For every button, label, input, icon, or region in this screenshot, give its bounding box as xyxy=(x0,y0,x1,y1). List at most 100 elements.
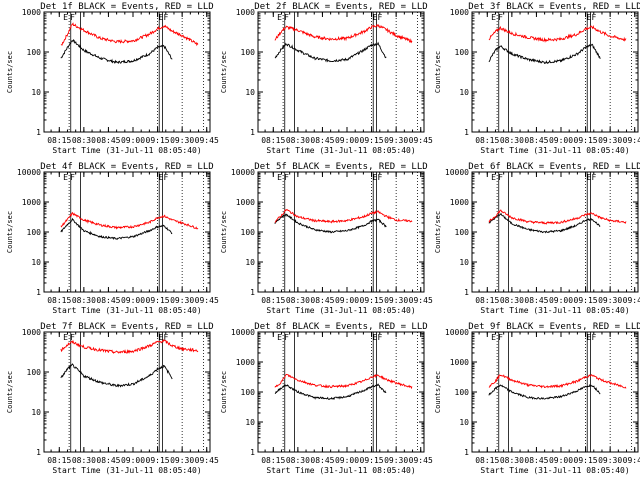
y-tick-label: 10 xyxy=(245,88,255,97)
lld-series-line xyxy=(488,209,627,225)
flag-label: E xyxy=(63,333,68,342)
y-tick-label: 1000 xyxy=(236,198,255,207)
y-tick-label: 1000 xyxy=(450,358,469,367)
x-tick-label: 09:45 xyxy=(623,456,640,465)
y-axis-label: Counts/sec xyxy=(434,371,442,413)
y-axis-label: Counts/sec xyxy=(220,51,228,93)
flag-label: F xyxy=(498,173,503,182)
plot-frame xyxy=(43,11,211,133)
y-tick-label: 10 xyxy=(31,408,41,417)
x-tick-label: 09:15 xyxy=(360,456,384,465)
x-tick-label: 08:45 xyxy=(524,456,548,465)
flag-label: F xyxy=(163,173,168,182)
flag-label: F xyxy=(163,333,168,342)
x-tick-label: 09:00 xyxy=(121,296,145,305)
x-tick-label: 09:00 xyxy=(121,136,145,145)
y-tick-label: 1000 xyxy=(236,8,255,17)
x-axis-label: Start Time (31-Jul-11 08:05:40) xyxy=(266,146,415,155)
events-series-line xyxy=(488,43,601,65)
x-tick-label: 09:45 xyxy=(409,456,433,465)
flag-label: F xyxy=(70,173,75,182)
flag-label: F xyxy=(284,173,289,182)
x-tick-label: 09:30 xyxy=(170,296,194,305)
x-tick-label: 08:15 xyxy=(47,296,71,305)
x-axis-label: Start Time (31-Jul-11 08:05:40) xyxy=(480,146,629,155)
x-tick-label: 09:30 xyxy=(170,136,194,145)
x-tick-label: 09:30 xyxy=(598,136,622,145)
flag-label: E xyxy=(491,13,496,22)
flag-label: F xyxy=(284,333,289,342)
x-tick-label: 08:30 xyxy=(286,296,310,305)
flag-label: F xyxy=(498,13,503,22)
y-tick-label: 10000 xyxy=(231,328,255,337)
x-tick-label: 08:30 xyxy=(72,456,96,465)
y-tick-label: 100 xyxy=(241,388,256,397)
flag-label: E xyxy=(373,173,378,182)
x-tick-label: 09:30 xyxy=(384,136,408,145)
y-axis-label: Counts/sec xyxy=(434,211,442,253)
flag-label: F xyxy=(591,13,596,22)
x-axis-label: Start Time (31-Jul-11 08:05:40) xyxy=(480,306,629,315)
panel-title: Det 6f BLACK = Events, RED = LLD xyxy=(468,162,640,172)
panel-title: Det 9f BLACK = Events, RED = LLD xyxy=(468,322,640,332)
plot-frame xyxy=(43,331,211,453)
plot-frame xyxy=(257,11,425,133)
flag-label: E xyxy=(491,333,496,342)
y-tick-label: 10 xyxy=(459,88,469,97)
y-tick-label: 1 xyxy=(36,288,41,297)
detector-panel-4: Det 4f BLACK = Events, RED = LLD 1 10 100 10… xyxy=(6,162,219,315)
flag-label: F xyxy=(377,13,382,22)
x-tick-label: 09:30 xyxy=(384,296,408,305)
y-tick-label: 100 xyxy=(27,48,42,57)
events-series-line xyxy=(60,217,173,241)
x-axis-label: Start Time (31-Jul-11 08:05:40) xyxy=(266,306,415,315)
lld-series-line xyxy=(488,374,627,389)
x-tick-label: 08:15 xyxy=(261,456,285,465)
flag-label: F xyxy=(591,173,596,182)
y-tick-label: 100 xyxy=(241,228,256,237)
detector-panel-6: Det 6f BLACK = Events, RED = LLD 1 10 100 10… xyxy=(434,162,640,315)
x-axis-label: Start Time (31-Jul-11 08:05:40) xyxy=(52,466,201,475)
x-tick-label: 08:45 xyxy=(524,136,548,145)
x-tick-label: 09:00 xyxy=(335,456,359,465)
x-tick-label: 08:45 xyxy=(310,136,334,145)
flag-label: F xyxy=(377,173,382,182)
x-tick-label: 09:00 xyxy=(335,296,359,305)
panel-title: Det 5f BLACK = Events, RED = LLD xyxy=(254,162,427,172)
y-tick-label: 100 xyxy=(241,48,256,57)
y-tick-label: 10000 xyxy=(445,168,469,177)
detector-panel-1: Det 1f BLACK = Events, RED = LLD 1 10 100 10… xyxy=(6,2,219,155)
y-tick-label: 1 xyxy=(250,288,255,297)
y-tick-label: 1000 xyxy=(22,8,41,17)
flag-label: E xyxy=(63,173,68,182)
x-tick-label: 09:45 xyxy=(409,136,433,145)
y-tick-label: 1 xyxy=(36,128,41,137)
y-tick-label: 100 xyxy=(455,388,470,397)
x-tick-label: 09:15 xyxy=(574,456,598,465)
x-tick-label: 08:45 xyxy=(524,296,548,305)
x-axis-label: Start Time (31-Jul-11 08:05:40) xyxy=(480,466,629,475)
flag-label: F xyxy=(163,13,168,22)
x-tick-label: 08:30 xyxy=(72,296,96,305)
flag-label: F xyxy=(284,13,289,22)
x-tick-label: 08:30 xyxy=(286,136,310,145)
panel-title: Det 2f BLACK = Events, RED = LLD xyxy=(254,2,427,12)
x-tick-label: 09:45 xyxy=(195,296,219,305)
x-tick-label: 08:15 xyxy=(475,296,499,305)
flag-label: E xyxy=(277,173,282,182)
y-axis-label: Counts/sec xyxy=(6,51,14,93)
x-tick-label: 09:45 xyxy=(623,296,640,305)
x-tick-label: 09:30 xyxy=(170,456,194,465)
x-tick-label: 09:15 xyxy=(574,136,598,145)
y-tick-label: 10 xyxy=(31,88,41,97)
x-tick-label: 08:45 xyxy=(96,136,120,145)
detector-panel-9: Det 9f BLACK = Events, RED = LLD 1 10 100 10… xyxy=(434,322,640,475)
y-tick-label: 100 xyxy=(27,368,42,377)
y-tick-label: 10 xyxy=(459,258,469,267)
x-tick-label: 09:45 xyxy=(623,136,640,145)
y-tick-label: 1000 xyxy=(450,198,469,207)
lld-series-line xyxy=(60,22,199,47)
lld-series-line xyxy=(274,208,413,224)
events-series-line xyxy=(60,363,173,388)
